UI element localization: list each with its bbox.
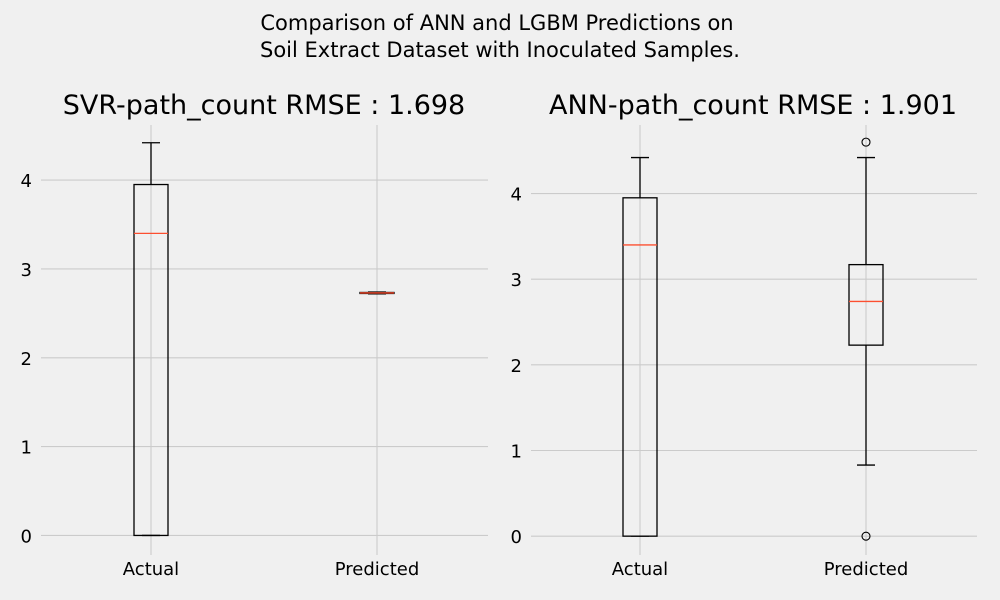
box-iqr — [622, 197, 658, 537]
y-tick-label: 1 — [511, 441, 522, 462]
y-tick-label: 2 — [21, 349, 32, 370]
x-tick-label: Predicted — [335, 559, 420, 580]
flier-point — [861, 137, 871, 147]
y-tick-label: 0 — [21, 526, 32, 547]
y-tick-label: 1 — [21, 438, 32, 459]
flier-point — [861, 531, 871, 541]
figure-suptitle-line1: Comparison of ANN and LGBM Predictions o… — [260, 11, 733, 35]
y-tick-label: 4 — [511, 185, 522, 206]
y-tick-label: 4 — [21, 171, 32, 192]
x-tick-label: Predicted — [824, 559, 909, 580]
y-tick-label: 3 — [21, 260, 32, 281]
x-tick-label: Actual — [123, 559, 179, 580]
boxplot-predicted — [359, 291, 395, 295]
panel-title: ANN-path_count RMSE : 1.901 — [549, 90, 957, 121]
y-tick-label: 3 — [511, 270, 522, 291]
y-tick-label: 0 — [511, 527, 522, 548]
y-tick-label: 2 — [511, 356, 522, 377]
panel-title: SVR-path_count RMSE : 1.698 — [63, 90, 465, 121]
box-iqr — [133, 183, 169, 537]
panel-svr: SVR-path_count RMSE : 1.698 0 1 2 3 4 Actual Pr… — [21, 90, 488, 580]
boxplot-actual — [622, 156, 658, 537]
panel-ann: ANN-path_count RMSE : 1.901 0 1 2 3 4 Actual Pr… — [511, 90, 977, 580]
x-tick-label: Actual — [612, 559, 668, 580]
box-iqr — [848, 263, 884, 346]
figure-suptitle-line2: Soil Extract Dataset with Inoculated Sam… — [260, 38, 740, 62]
boxplot-actual — [133, 142, 169, 537]
boxplot-predicted — [848, 137, 884, 541]
